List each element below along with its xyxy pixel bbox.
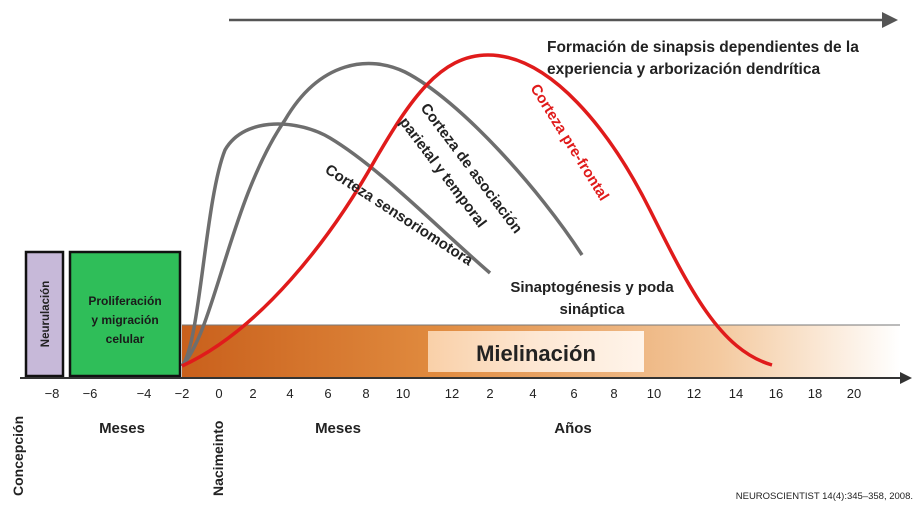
sensorimotor-curve [180, 122, 492, 368]
association-curve [180, 61, 584, 368]
synaptogenesis-label-line2: sináptica [559, 301, 625, 318]
tick-label: 4 [286, 386, 293, 401]
tick-label: −4 [137, 386, 152, 401]
tick-label: 8 [610, 386, 617, 401]
tick-label: 6 [324, 386, 331, 401]
prefrontal-label: Corteza pre-frontal [527, 81, 613, 204]
tick-label: 10 [396, 386, 410, 401]
proliferation-label-line1: Proliferación [88, 294, 161, 308]
proliferation-label-line2: y migración [91, 313, 158, 327]
tick-label: 12 [445, 386, 459, 401]
tick-label: −8 [45, 386, 60, 401]
postnatal-months-label: Meses [315, 420, 361, 437]
tick-label: 2 [486, 386, 493, 401]
tick-label: 6 [570, 386, 577, 401]
years-label: Años [554, 420, 592, 437]
birth-label: Nacimeinto [210, 421, 226, 496]
tick-label: −2 [175, 386, 190, 401]
proliferation-label-line3: celular [106, 332, 145, 346]
conception-label: Concepción [10, 416, 26, 496]
prefrontal-curve [181, 53, 773, 368]
tick-label: 2 [249, 386, 256, 401]
proliferation-box [68, 250, 182, 378]
tick-label: 4 [529, 386, 536, 401]
tick-labels: −8 −6 −4 −2 0 2 4 6 8 10 12 2 4 6 8 10 12 14 16 18 20 [45, 386, 862, 401]
tick-label: 14 [729, 386, 743, 401]
tick-label: 12 [687, 386, 701, 401]
tick-label: 10 [647, 386, 661, 401]
tick-label: 16 [769, 386, 783, 401]
tick-label: 8 [362, 386, 369, 401]
myelination-label-box [428, 331, 644, 372]
prenatal-months-label: Meses [99, 420, 145, 437]
tick-label: 0 [215, 386, 222, 401]
tick-label: 20 [847, 386, 861, 401]
experience-title-line2: experiencia y arborización dendrítica [547, 61, 820, 78]
myelination-label: Mielinación [476, 341, 596, 366]
tick-label: 18 [808, 386, 822, 401]
x-axis-arrowhead [900, 372, 912, 384]
experience-title-line1: Formación de sinapsis dependientes de la [547, 39, 859, 56]
top-arrow-head [882, 12, 898, 28]
citation: NEUROSCIENTIST 14(4):345–358, 2008. [736, 491, 913, 502]
neurulation-box [24, 250, 65, 378]
neurulation-label: Neurulación [40, 281, 52, 347]
tick-label: −6 [83, 386, 98, 401]
synaptogenesis-label-line1: Sinaptogénesis y poda [510, 279, 674, 296]
